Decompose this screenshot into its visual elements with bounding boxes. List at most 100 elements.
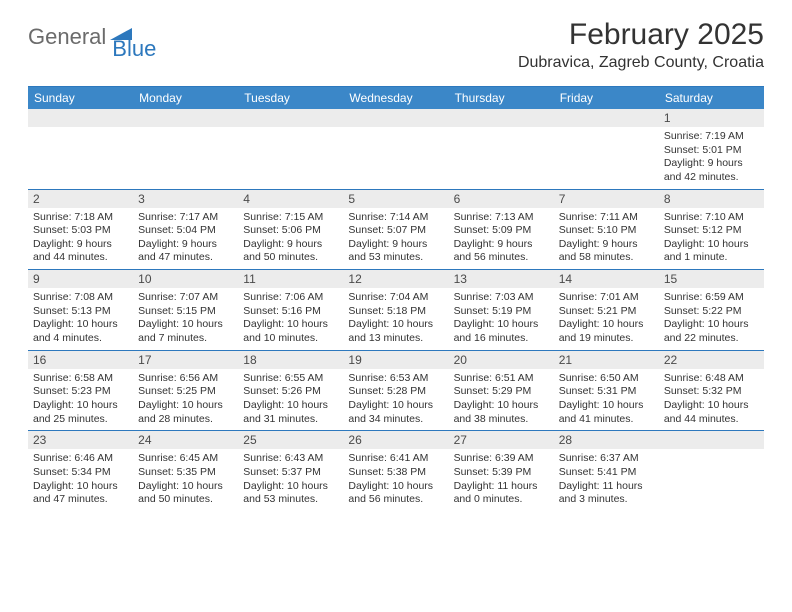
sunset-text: Sunset: 5:32 PM bbox=[664, 385, 759, 399]
daylight-text: Daylight: 10 hours and 19 minutes. bbox=[559, 318, 654, 345]
sunset-text: Sunset: 5:21 PM bbox=[559, 305, 654, 319]
day-cell: 19Sunrise: 6:53 AMSunset: 5:28 PMDayligh… bbox=[343, 351, 448, 431]
daylight-text: Daylight: 9 hours and 53 minutes. bbox=[348, 238, 443, 265]
day-details: Sunrise: 7:07 AMSunset: 5:15 PMDaylight:… bbox=[133, 288, 238, 350]
day-number: 11 bbox=[238, 270, 343, 288]
day-number bbox=[343, 109, 448, 127]
sunrise-text: Sunrise: 7:18 AM bbox=[33, 211, 128, 225]
weekday-header: Monday bbox=[133, 87, 238, 109]
day-number: 21 bbox=[554, 351, 659, 369]
day-details: Sunrise: 6:39 AMSunset: 5:39 PMDaylight:… bbox=[449, 449, 554, 511]
day-number: 27 bbox=[449, 431, 554, 449]
sunrise-text: Sunrise: 7:15 AM bbox=[243, 211, 338, 225]
daylight-text: Daylight: 10 hours and 31 minutes. bbox=[243, 399, 338, 426]
daylight-text: Daylight: 10 hours and 44 minutes. bbox=[664, 399, 759, 426]
sunrise-text: Sunrise: 6:45 AM bbox=[138, 452, 233, 466]
sunrise-text: Sunrise: 6:59 AM bbox=[664, 291, 759, 305]
sunset-text: Sunset: 5:16 PM bbox=[243, 305, 338, 319]
sunset-text: Sunset: 5:22 PM bbox=[664, 305, 759, 319]
day-details: Sunrise: 7:08 AMSunset: 5:13 PMDaylight:… bbox=[28, 288, 133, 350]
day-details: Sunrise: 7:13 AMSunset: 5:09 PMDaylight:… bbox=[449, 208, 554, 270]
daylight-text: Daylight: 10 hours and 28 minutes. bbox=[138, 399, 233, 426]
day-number: 23 bbox=[28, 431, 133, 449]
day-number: 8 bbox=[659, 190, 764, 208]
logo: General Blue bbox=[28, 24, 178, 50]
daylight-text: Daylight: 9 hours and 58 minutes. bbox=[559, 238, 654, 265]
calendar: SundayMondayTuesdayWednesdayThursdayFrid… bbox=[28, 86, 764, 511]
day-details: Sunrise: 6:43 AMSunset: 5:37 PMDaylight:… bbox=[238, 449, 343, 511]
day-details: Sunrise: 7:17 AMSunset: 5:04 PMDaylight:… bbox=[133, 208, 238, 270]
sunrise-text: Sunrise: 6:56 AM bbox=[138, 372, 233, 386]
day-details: Sunrise: 6:46 AMSunset: 5:34 PMDaylight:… bbox=[28, 449, 133, 511]
day-details: Sunrise: 6:53 AMSunset: 5:28 PMDaylight:… bbox=[343, 369, 448, 431]
sunrise-text: Sunrise: 6:53 AM bbox=[348, 372, 443, 386]
day-cell: 5Sunrise: 7:14 AMSunset: 5:07 PMDaylight… bbox=[343, 190, 448, 270]
sunrise-text: Sunrise: 6:51 AM bbox=[454, 372, 549, 386]
sunrise-text: Sunrise: 6:43 AM bbox=[243, 452, 338, 466]
calendar-week: 2Sunrise: 7:18 AMSunset: 5:03 PMDaylight… bbox=[28, 189, 764, 270]
month-title: February 2025 bbox=[518, 18, 764, 52]
day-cell: 14Sunrise: 7:01 AMSunset: 5:21 PMDayligh… bbox=[554, 270, 659, 350]
daylight-text: Daylight: 11 hours and 3 minutes. bbox=[559, 480, 654, 507]
daylight-text: Daylight: 10 hours and 4 minutes. bbox=[33, 318, 128, 345]
day-details: Sunrise: 6:37 AMSunset: 5:41 PMDaylight:… bbox=[554, 449, 659, 511]
sunrise-text: Sunrise: 6:58 AM bbox=[33, 372, 128, 386]
weekday-header: Saturday bbox=[659, 87, 764, 109]
weekday-header: Sunday bbox=[28, 87, 133, 109]
day-number: 10 bbox=[133, 270, 238, 288]
weekday-header-row: SundayMondayTuesdayWednesdayThursdayFrid… bbox=[28, 87, 764, 109]
sunrise-text: Sunrise: 7:11 AM bbox=[559, 211, 654, 225]
day-number bbox=[449, 109, 554, 127]
day-number: 19 bbox=[343, 351, 448, 369]
day-number: 17 bbox=[133, 351, 238, 369]
daylight-text: Daylight: 10 hours and 47 minutes. bbox=[33, 480, 128, 507]
sunset-text: Sunset: 5:34 PM bbox=[33, 466, 128, 480]
day-details: Sunrise: 6:55 AMSunset: 5:26 PMDaylight:… bbox=[238, 369, 343, 431]
daylight-text: Daylight: 9 hours and 42 minutes. bbox=[664, 157, 759, 184]
day-cell: 18Sunrise: 6:55 AMSunset: 5:26 PMDayligh… bbox=[238, 351, 343, 431]
daylight-text: Daylight: 10 hours and 38 minutes. bbox=[454, 399, 549, 426]
day-cell: 20Sunrise: 6:51 AMSunset: 5:29 PMDayligh… bbox=[449, 351, 554, 431]
sunrise-text: Sunrise: 7:03 AM bbox=[454, 291, 549, 305]
weekday-header: Thursday bbox=[449, 87, 554, 109]
logo-text-general: General bbox=[28, 24, 106, 50]
sunrise-text: Sunrise: 7:17 AM bbox=[138, 211, 233, 225]
day-cell: 12Sunrise: 7:04 AMSunset: 5:18 PMDayligh… bbox=[343, 270, 448, 350]
day-details: Sunrise: 7:04 AMSunset: 5:18 PMDaylight:… bbox=[343, 288, 448, 350]
day-number bbox=[133, 109, 238, 127]
day-cell: 25Sunrise: 6:43 AMSunset: 5:37 PMDayligh… bbox=[238, 431, 343, 511]
sunset-text: Sunset: 5:09 PM bbox=[454, 224, 549, 238]
day-cell: 8Sunrise: 7:10 AMSunset: 5:12 PMDaylight… bbox=[659, 190, 764, 270]
day-cell: 6Sunrise: 7:13 AMSunset: 5:09 PMDaylight… bbox=[449, 190, 554, 270]
daylight-text: Daylight: 10 hours and 16 minutes. bbox=[454, 318, 549, 345]
day-number bbox=[659, 431, 764, 449]
day-details: Sunrise: 7:11 AMSunset: 5:10 PMDaylight:… bbox=[554, 208, 659, 270]
daylight-text: Daylight: 10 hours and 41 minutes. bbox=[559, 399, 654, 426]
daylight-text: Daylight: 10 hours and 13 minutes. bbox=[348, 318, 443, 345]
day-cell: 2Sunrise: 7:18 AMSunset: 5:03 PMDaylight… bbox=[28, 190, 133, 270]
logo-text-blue: Blue bbox=[112, 36, 156, 62]
day-cell: 23Sunrise: 6:46 AMSunset: 5:34 PMDayligh… bbox=[28, 431, 133, 511]
sunset-text: Sunset: 5:15 PM bbox=[138, 305, 233, 319]
sunset-text: Sunset: 5:31 PM bbox=[559, 385, 654, 399]
calendar-week: 1Sunrise: 7:19 AMSunset: 5:01 PMDaylight… bbox=[28, 109, 764, 189]
day-number: 2 bbox=[28, 190, 133, 208]
sunset-text: Sunset: 5:19 PM bbox=[454, 305, 549, 319]
sunset-text: Sunset: 5:23 PM bbox=[33, 385, 128, 399]
day-cell: 28Sunrise: 6:37 AMSunset: 5:41 PMDayligh… bbox=[554, 431, 659, 511]
day-details: Sunrise: 6:45 AMSunset: 5:35 PMDaylight:… bbox=[133, 449, 238, 511]
day-details: Sunrise: 6:41 AMSunset: 5:38 PMDaylight:… bbox=[343, 449, 448, 511]
sunset-text: Sunset: 5:06 PM bbox=[243, 224, 338, 238]
day-details: Sunrise: 7:03 AMSunset: 5:19 PMDaylight:… bbox=[449, 288, 554, 350]
sunrise-text: Sunrise: 6:39 AM bbox=[454, 452, 549, 466]
day-cell: 4Sunrise: 7:15 AMSunset: 5:06 PMDaylight… bbox=[238, 190, 343, 270]
day-number: 16 bbox=[28, 351, 133, 369]
sunset-text: Sunset: 5:12 PM bbox=[664, 224, 759, 238]
daylight-text: Daylight: 11 hours and 0 minutes. bbox=[454, 480, 549, 507]
sunrise-text: Sunrise: 7:19 AM bbox=[664, 130, 759, 144]
day-cell bbox=[28, 109, 133, 189]
day-cell: 27Sunrise: 6:39 AMSunset: 5:39 PMDayligh… bbox=[449, 431, 554, 511]
day-number: 18 bbox=[238, 351, 343, 369]
daylight-text: Daylight: 10 hours and 56 minutes. bbox=[348, 480, 443, 507]
daylight-text: Daylight: 10 hours and 22 minutes. bbox=[664, 318, 759, 345]
